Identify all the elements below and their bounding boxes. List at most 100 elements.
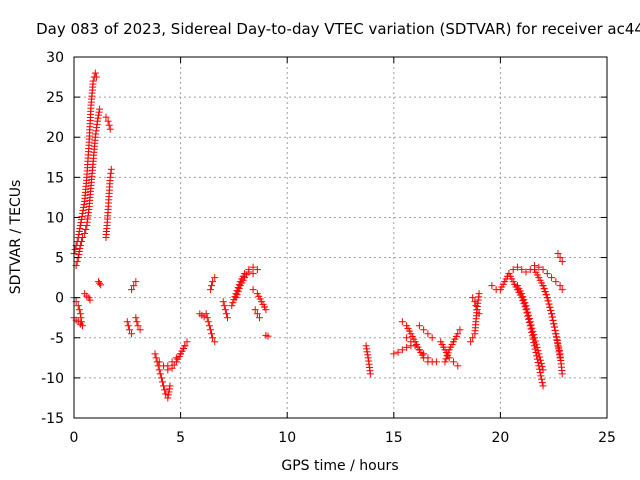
data-point [558,258,566,266]
data-point [97,281,105,289]
data-point [548,274,556,282]
data-point [76,245,84,253]
data-point [532,340,540,348]
data-point [86,296,94,304]
data-point [219,298,227,306]
x-tick-label: 20 [491,430,509,446]
data-point [133,318,141,326]
data-point [390,350,398,358]
data-point [164,391,172,399]
data-point [92,73,100,81]
data-point [362,342,370,350]
x-tick-labels: 0 5 10 15 20 25 [70,430,616,446]
data-point [556,354,564,362]
data-point [398,318,406,326]
data-point [96,279,104,287]
data-point [107,165,115,173]
data-point [551,326,559,334]
data-point [82,225,90,233]
data-point [364,351,372,359]
data-point [75,251,83,259]
data-point [255,314,263,322]
data-point [166,382,174,390]
data-point [523,305,531,313]
data-point [104,117,112,125]
data-point [206,326,214,334]
plot-frame [73,56,608,419]
data-point [152,354,160,362]
data-point [441,358,449,366]
data-point [264,332,272,340]
data-point [554,342,562,350]
data-point [525,311,533,319]
data-point [544,297,552,305]
data-point [155,358,163,366]
data-point [536,353,544,361]
data-point [424,330,432,338]
data-point [164,366,172,374]
data-point [165,385,173,393]
data-point [513,263,521,271]
data-points [70,69,566,402]
data-point [550,323,558,331]
data-point [202,310,210,318]
data-point [403,343,411,351]
data-point [80,203,88,211]
data-point [471,298,479,306]
data-point [518,290,526,298]
x-axis-label: GPS time / hours [281,458,398,474]
data-point [556,254,564,262]
data-point [74,302,82,310]
y-tick-label: -5 [50,331,64,347]
data-point [536,356,544,364]
data-point [442,355,450,363]
data-point [473,306,481,314]
data-point [524,308,532,316]
data-point [75,227,83,235]
data-point [537,359,545,367]
data-point [553,336,561,344]
data-point [488,282,496,290]
data-point [71,246,79,254]
data-point [209,334,217,342]
data-point [73,258,81,266]
x-tick-label: 10 [278,430,296,446]
data-point [251,306,259,314]
data-point [449,358,457,366]
data-point [77,314,85,322]
data-point [77,218,85,226]
data-point [545,300,553,308]
data-point [552,278,560,286]
data-point [220,302,228,310]
data-point [407,338,415,346]
data-point [548,310,556,318]
data-point [94,114,102,122]
data-point [538,379,546,387]
data-point [76,310,84,318]
data-point [205,322,213,330]
data-point [183,338,191,346]
data-point [132,278,140,286]
data-point [164,394,172,402]
data-point [161,386,169,394]
data-point [432,358,440,366]
data-point [156,370,164,378]
data-point [206,286,214,294]
x-tick-label: 15 [385,430,403,446]
data-point [519,293,527,301]
data-point [76,224,84,232]
y-tick-label: 15 [46,170,64,186]
data-point [540,285,548,293]
data-point [96,105,104,113]
data-point [522,302,530,310]
data-point [76,242,84,250]
y-tick-label: 20 [46,130,64,146]
data-point [535,350,543,358]
data-point [521,299,529,307]
data-point [208,282,216,290]
data-point [454,362,462,370]
data-point [78,212,86,220]
data-point [535,263,543,271]
data-point [531,334,539,342]
y-tick-label: -15 [41,411,64,427]
